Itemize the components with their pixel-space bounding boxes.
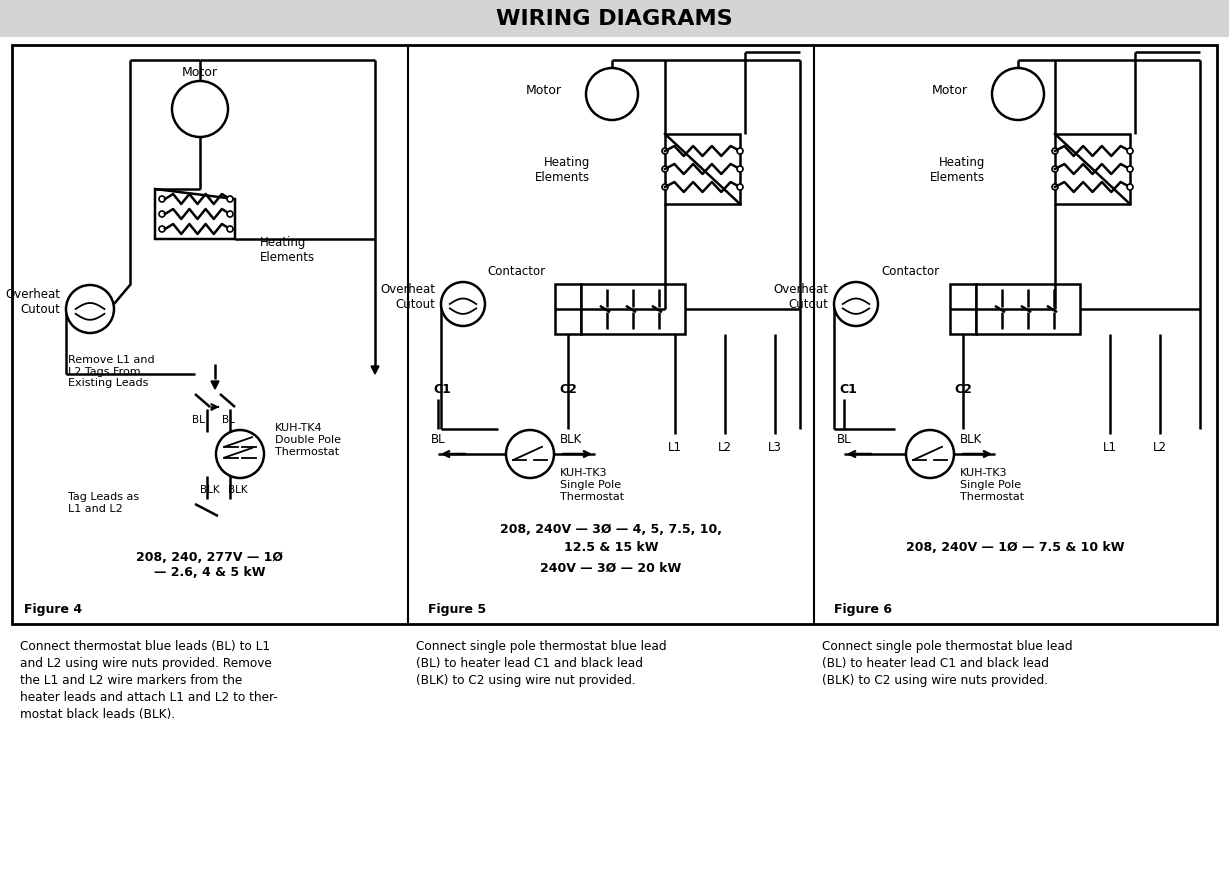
Text: Figure 6: Figure 6 <box>834 603 892 616</box>
Circle shape <box>1052 149 1058 155</box>
Bar <box>556 285 581 335</box>
Text: Overheat
Cutout: Overheat Cutout <box>380 282 435 310</box>
Text: Connect single pole thermostat blue lead
(BL) to heater lead C1 and black lead
(: Connect single pole thermostat blue lead… <box>822 640 1073 687</box>
Text: L1: L1 <box>1102 441 1117 454</box>
Circle shape <box>66 286 114 334</box>
Text: KUH-TK3
Single Pole
Thermostat: KUH-TK3 Single Pole Thermostat <box>560 468 624 501</box>
Text: Motor: Motor <box>932 83 968 96</box>
Circle shape <box>992 69 1043 121</box>
Circle shape <box>737 167 744 173</box>
Bar <box>665 135 740 205</box>
Text: C2: C2 <box>559 383 576 396</box>
Text: Contactor: Contactor <box>487 265 544 278</box>
Circle shape <box>253 445 258 449</box>
Text: BL: BL <box>837 433 852 446</box>
Text: Motor: Motor <box>182 65 218 78</box>
Text: L1: L1 <box>669 441 682 454</box>
Circle shape <box>216 430 264 479</box>
Text: Heating
Elements: Heating Elements <box>930 156 984 183</box>
Text: Tag Leads as
L1 and L2: Tag Leads as L1 and L2 <box>68 492 139 514</box>
Circle shape <box>662 149 669 155</box>
Circle shape <box>159 212 165 218</box>
Circle shape <box>172 82 229 138</box>
Polygon shape <box>371 367 379 375</box>
Text: 12.5 & 15 kW: 12.5 & 15 kW <box>564 541 659 554</box>
Circle shape <box>441 282 485 327</box>
Text: BLK: BLK <box>560 433 583 446</box>
Circle shape <box>511 458 516 463</box>
Text: Heating
Elements: Heating Elements <box>261 235 315 263</box>
Text: 208, 240V — 1Ø — 7.5 & 10 kW: 208, 240V — 1Ø — 7.5 & 10 kW <box>906 541 1125 554</box>
Text: L2: L2 <box>1153 441 1168 454</box>
Text: BLK: BLK <box>200 484 220 494</box>
Text: BLK: BLK <box>229 484 248 494</box>
Bar <box>12 46 1217 624</box>
Circle shape <box>1052 167 1058 173</box>
Text: Overheat
Cutout: Overheat Cutout <box>5 288 60 315</box>
Text: C1: C1 <box>839 383 857 396</box>
Bar <box>1054 135 1129 205</box>
Circle shape <box>834 282 878 327</box>
Circle shape <box>159 196 165 202</box>
Text: Figure 5: Figure 5 <box>428 603 487 616</box>
Circle shape <box>737 185 744 191</box>
Circle shape <box>159 227 165 233</box>
Text: Motor: Motor <box>526 83 562 96</box>
Circle shape <box>227 212 234 218</box>
Text: 208, 240, 277V — 1Ø
— 2.6, 4 & 5 kW: 208, 240, 277V — 1Ø — 2.6, 4 & 5 kW <box>136 550 284 579</box>
Text: BL: BL <box>430 433 445 446</box>
Circle shape <box>662 167 669 173</box>
Text: 240V — 3Ø — 20 kW: 240V — 3Ø — 20 kW <box>541 561 682 574</box>
Circle shape <box>906 430 954 479</box>
Text: BLK: BLK <box>960 433 982 446</box>
Circle shape <box>1127 167 1133 173</box>
Circle shape <box>227 227 234 233</box>
Circle shape <box>586 69 638 121</box>
Circle shape <box>737 149 744 155</box>
Circle shape <box>944 458 949 463</box>
Text: L3: L3 <box>768 441 782 454</box>
Bar <box>0 0 1229 38</box>
Circle shape <box>662 185 669 191</box>
Text: Remove L1 and
L2 Tags From
Existing Leads: Remove L1 and L2 Tags From Existing Lead… <box>68 355 155 388</box>
Text: BL: BL <box>192 415 204 425</box>
Circle shape <box>1127 149 1133 155</box>
Text: Figure 4: Figure 4 <box>25 603 82 616</box>
Text: C2: C2 <box>954 383 972 396</box>
Text: Overheat
Cutout: Overheat Cutout <box>773 282 828 310</box>
Bar <box>976 285 1080 335</box>
Text: Heating
Elements: Heating Elements <box>535 156 590 183</box>
Text: WIRING DIAGRAMS: WIRING DIAGRAMS <box>495 9 732 29</box>
Text: Connect thermostat blue leads (BL) to L1
and L2 using wire nuts provided. Remove: Connect thermostat blue leads (BL) to L1… <box>20 640 278 720</box>
Circle shape <box>1052 185 1058 191</box>
Text: Connect single pole thermostat blue lead
(BL) to heater lead C1 and black lead
(: Connect single pole thermostat blue lead… <box>415 640 666 687</box>
Circle shape <box>253 456 258 460</box>
Circle shape <box>222 456 226 460</box>
Bar <box>950 285 976 335</box>
Text: BL: BL <box>221 415 235 425</box>
Text: KUH-TK4
Double Pole
Thermostat: KUH-TK4 Double Pole Thermostat <box>275 423 340 456</box>
Text: KUH-TK3
Single Pole
Thermostat: KUH-TK3 Single Pole Thermostat <box>960 468 1024 501</box>
Circle shape <box>222 445 226 449</box>
Polygon shape <box>211 381 219 389</box>
Text: C1: C1 <box>433 383 451 396</box>
Text: 208, 240V — 3Ø — 4, 5, 7.5, 10,: 208, 240V — 3Ø — 4, 5, 7.5, 10, <box>500 523 721 536</box>
Circle shape <box>544 458 549 463</box>
Bar <box>581 285 685 335</box>
Polygon shape <box>155 189 235 240</box>
Circle shape <box>506 430 554 479</box>
Text: L2: L2 <box>718 441 732 454</box>
Circle shape <box>1127 185 1133 191</box>
Circle shape <box>227 196 234 202</box>
Text: Contactor: Contactor <box>882 265 940 278</box>
Circle shape <box>911 458 916 463</box>
